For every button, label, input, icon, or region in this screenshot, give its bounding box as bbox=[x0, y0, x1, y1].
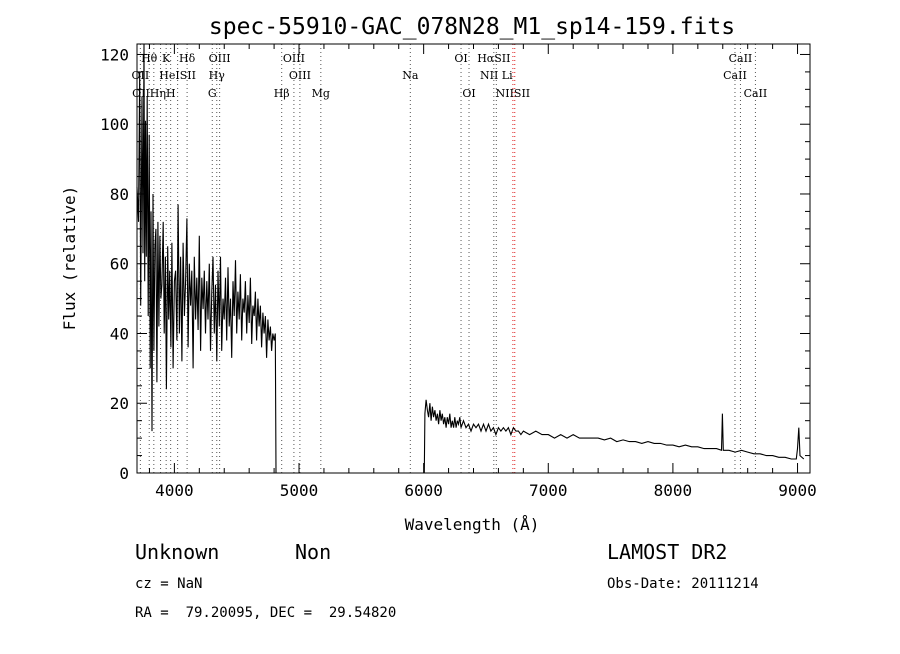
survey-label: LAMOST DR2 bbox=[607, 540, 728, 564]
marker-labels-group: Hθ K Hδ OIII OIII OI HαSII CaII OII HeISII Hγ OIII N… bbox=[132, 52, 768, 100]
line-marker-label: CaII bbox=[723, 69, 747, 82]
line-marker-label: NIISII bbox=[496, 87, 531, 100]
line-marker-label: G bbox=[208, 87, 217, 100]
line-marker-label: CaII bbox=[729, 52, 753, 65]
x-tick-label: 5000 bbox=[280, 481, 319, 500]
line-marker-label: HeISII bbox=[159, 69, 196, 82]
y-tick-label: 20 bbox=[110, 394, 129, 413]
line-marker-label: Mg bbox=[312, 87, 330, 100]
line-marker-label: Hδ bbox=[179, 52, 196, 65]
series-layer bbox=[136, 43, 805, 474]
obs-date: Obs-Date: 20111214 bbox=[607, 576, 759, 592]
x-axis-label: Wavelength (Å) bbox=[405, 515, 540, 534]
line-marker-label: OI bbox=[454, 52, 467, 65]
line-marker-label: HαSII bbox=[477, 52, 510, 65]
spectrum-line bbox=[136, 43, 805, 474]
coordinates: RA = 79.20095, DEC = 29.54820 bbox=[135, 605, 397, 621]
subclass-label: Non bbox=[295, 540, 332, 564]
line-marker-label: NII Li bbox=[480, 69, 513, 82]
y-tick-label: 120 bbox=[100, 45, 129, 64]
line-marker-label: Hβ bbox=[274, 87, 290, 100]
x-tick-label: 7000 bbox=[529, 481, 568, 500]
x-tick-label: 6000 bbox=[404, 481, 443, 500]
x-axis: 4000 5000 6000 7000 8000 9000 bbox=[148, 44, 817, 500]
y-tick-label: 60 bbox=[110, 255, 129, 274]
marker-lines-group bbox=[139, 44, 756, 473]
line-marker-label: Hθ bbox=[141, 52, 158, 65]
line-marker-label: Hγ bbox=[209, 69, 226, 82]
y-axis-label: Flux (relative) bbox=[60, 186, 79, 331]
y-tick-label: 0 bbox=[119, 464, 129, 483]
line-marker-label: OIII bbox=[289, 69, 311, 82]
y-tick-label: 40 bbox=[110, 324, 129, 343]
plot-frame bbox=[136, 43, 811, 474]
y-tick-label: 80 bbox=[110, 185, 129, 204]
y-tick-label: 100 bbox=[100, 115, 129, 134]
cz-value: cz = NaN bbox=[135, 576, 203, 592]
line-marker-label: K bbox=[162, 52, 171, 65]
line-marker-label: OIII bbox=[209, 52, 231, 65]
line-marker-label: OIIHηH bbox=[132, 87, 175, 100]
line-marker-label: CaII bbox=[744, 87, 768, 100]
line-marker-label: OIII bbox=[283, 52, 305, 65]
x-tick-label: 4000 bbox=[155, 481, 194, 500]
line-marker-label: OI bbox=[462, 87, 475, 100]
class-label: Unknown bbox=[135, 540, 220, 564]
x-tick-label: 9000 bbox=[778, 481, 817, 500]
x-tick-label: 8000 bbox=[654, 481, 693, 500]
line-marker-label: Na bbox=[402, 69, 419, 82]
chart-title: spec-55910-GAC_078N28_M1_sp14-159.fits bbox=[209, 14, 735, 40]
line-marker-label: OII bbox=[132, 69, 150, 82]
y-axis: 0 20 40 60 80 100 120 bbox=[100, 45, 810, 483]
